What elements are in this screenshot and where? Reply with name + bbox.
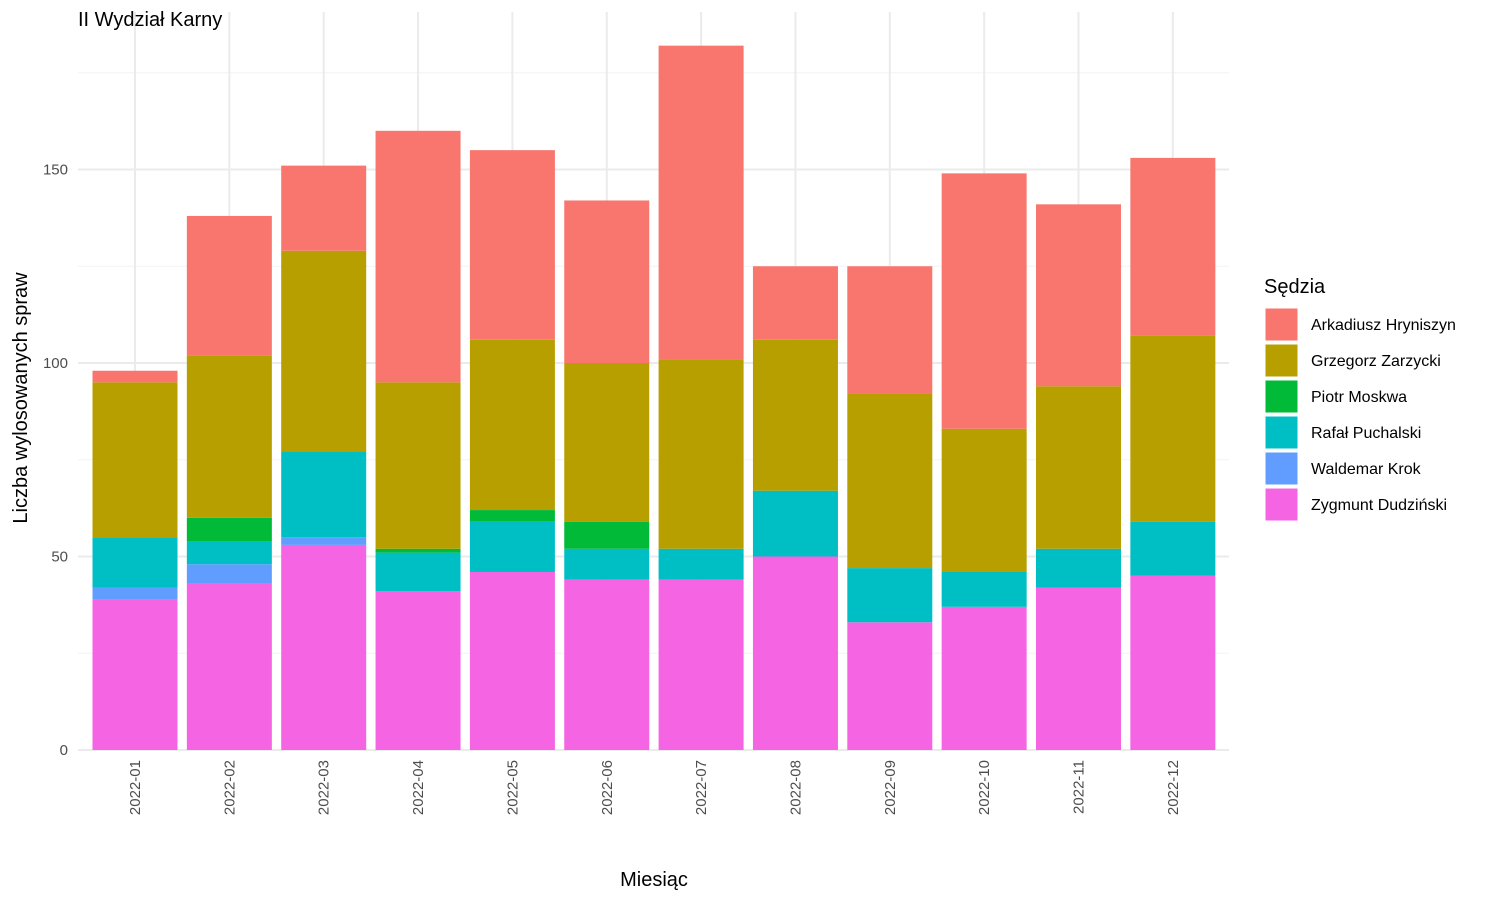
- bar-segment: [186, 215, 272, 356]
- x-tick-label: 2022-07: [693, 760, 710, 815]
- y-axis-title: Liczba wylosowanych spraw: [10, 272, 32, 524]
- bar-segment: [375, 130, 461, 383]
- bar-segment: [92, 599, 178, 750]
- bar-segment: [92, 587, 178, 600]
- bar-segment: [752, 556, 838, 750]
- bar-segment: [1036, 386, 1121, 549]
- bars: [92, 45, 1216, 750]
- bar-segment: [92, 370, 178, 383]
- bar-segment: [1130, 335, 1216, 522]
- bar-segment: [186, 517, 272, 542]
- bar-segment: [92, 382, 178, 538]
- legend-key: [1264, 307, 1299, 342]
- bar-segment: [469, 521, 555, 572]
- bar-segment: [564, 521, 650, 549]
- bar-segment: [847, 568, 933, 623]
- legend-key: [1264, 487, 1299, 522]
- bar-segment: [186, 564, 272, 584]
- bar-segment: [564, 363, 650, 522]
- bar-segment: [941, 428, 1027, 572]
- legend: Sędzia Arkadiusz Hryniszyn Grzegorz Zarzy…: [1264, 276, 1456, 522]
- bar-segment: [375, 552, 461, 592]
- bar-segment: [847, 622, 933, 750]
- bar-segment: [1036, 548, 1121, 588]
- bar-segment: [658, 579, 744, 750]
- legend-key: [1264, 451, 1299, 486]
- bar-segment: [941, 173, 1027, 429]
- bar-segment: [658, 359, 744, 549]
- x-tick-label: 2022-04: [410, 760, 427, 815]
- y-tick-label: 150: [43, 162, 68, 179]
- bar-segment: [281, 452, 367, 538]
- bar-segment: [847, 266, 933, 394]
- bar-segment: [1130, 157, 1216, 336]
- bar-segment: [564, 548, 650, 580]
- bar-segment: [281, 250, 367, 453]
- x-tick-label: 2022-08: [787, 760, 804, 815]
- bar-segment: [469, 510, 555, 522]
- bar-segment: [564, 200, 650, 363]
- bar-segment: [281, 537, 367, 545]
- bar-segment: [281, 165, 367, 251]
- bar-segment: [375, 548, 461, 553]
- bar-segment: [752, 266, 838, 340]
- y-tick-label: 50: [51, 549, 68, 566]
- legend-key: [1264, 379, 1299, 414]
- bar-segment: [941, 571, 1027, 607]
- bar-segment: [186, 583, 272, 750]
- x-axis-ticks: 2022-01 2022-02 2022-03 2022-04 2022-05 2022-…: [127, 760, 1182, 815]
- x-tick-label: 2022-12: [1165, 760, 1182, 815]
- bar-segment: [1130, 521, 1216, 576]
- legend-label: Grzegorz Zarzycki: [1311, 353, 1441, 370]
- legend-label: Rafał Puchalski: [1311, 425, 1421, 442]
- bar-segment: [1130, 575, 1216, 750]
- legend-label: Zygmunt Dudziński: [1311, 497, 1447, 514]
- bar-segment: [186, 355, 272, 518]
- x-tick-label: 2022-10: [976, 760, 993, 815]
- bar-segment: [469, 150, 555, 340]
- bar-segment: [658, 548, 744, 580]
- bar-segment: [469, 339, 555, 511]
- bar-segment: [281, 544, 367, 750]
- legend-label: Waldemar Krok: [1311, 461, 1422, 478]
- x-tick-label: 2022-05: [504, 760, 521, 815]
- legend-key: [1264, 415, 1299, 450]
- y-tick-label: 100: [43, 355, 68, 372]
- x-tick-label: 2022-06: [599, 760, 616, 815]
- bar-segment: [564, 579, 650, 750]
- bar-segment: [375, 382, 461, 549]
- x-tick-label: 2022-02: [221, 760, 238, 815]
- bar-segment: [375, 591, 461, 750]
- bar-segment: [658, 45, 744, 360]
- legend-label: Arkadiusz Hryniszyn: [1311, 317, 1456, 334]
- bar-segment: [752, 339, 838, 491]
- x-axis-title: Miesiąc: [620, 869, 688, 891]
- bar-segment: [186, 541, 272, 565]
- y-tick-label: 0: [60, 742, 68, 759]
- bar-segment: [92, 537, 178, 588]
- bar-segment: [847, 393, 933, 569]
- bar-segment: [941, 606, 1027, 750]
- x-tick-label: 2022-11: [1071, 760, 1088, 814]
- bar-segment: [1036, 587, 1121, 750]
- legend-label: Piotr Moskwa: [1311, 389, 1407, 406]
- bar-segment: [469, 571, 555, 750]
- bar-segment: [752, 490, 838, 557]
- legend-key: [1264, 343, 1299, 378]
- legend-title: Sędzia: [1264, 276, 1326, 298]
- x-tick-label: 2022-03: [316, 760, 333, 815]
- bar-segment: [1036, 204, 1121, 387]
- x-tick-label: 2022-09: [882, 760, 899, 815]
- x-tick-label: 2022-01: [127, 760, 144, 815]
- chart-title: II Wydział Karny: [78, 9, 222, 31]
- y-axis-ticks: 0 50 100 150: [43, 162, 68, 760]
